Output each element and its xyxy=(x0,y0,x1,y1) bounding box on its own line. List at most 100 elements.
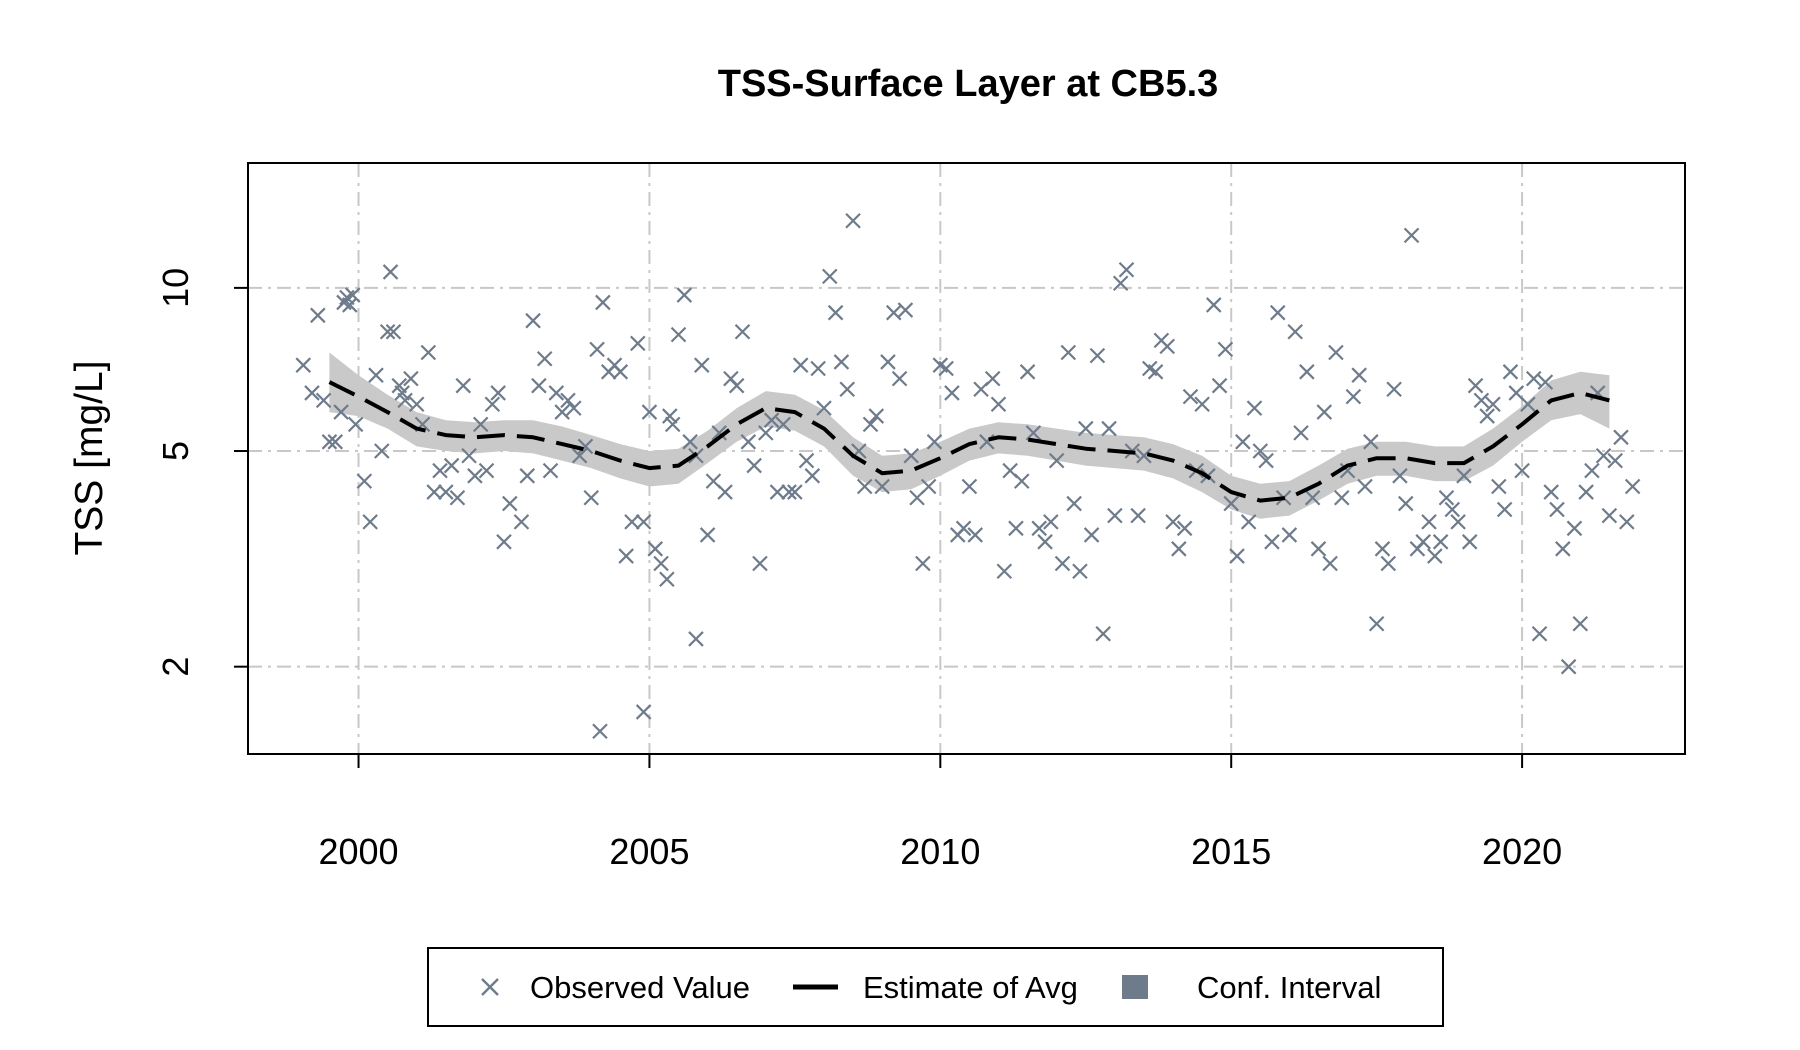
observed-point xyxy=(1450,514,1466,530)
observed-point xyxy=(1107,507,1123,524)
observed-point xyxy=(1595,447,1612,464)
observed-point xyxy=(897,302,914,318)
observed-point xyxy=(1514,462,1530,479)
observed-point xyxy=(728,377,745,394)
observed-point xyxy=(1555,541,1571,557)
observed-point xyxy=(752,555,768,572)
observed-point xyxy=(589,341,605,358)
legend-label-observed: Observed Value xyxy=(530,970,750,1005)
observed-point xyxy=(1089,347,1106,364)
observed-point xyxy=(1619,514,1635,530)
observed-point xyxy=(862,416,879,433)
observed-point xyxy=(990,396,1007,412)
observed-point xyxy=(996,563,1013,580)
observed-point xyxy=(1415,534,1431,550)
observed-point xyxy=(822,268,838,285)
observed-point xyxy=(1281,527,1298,543)
x-tick-label: 2020 xyxy=(1482,831,1562,872)
observed-point xyxy=(1549,501,1565,518)
observed-point xyxy=(944,385,960,401)
observed-point xyxy=(1269,304,1286,321)
y-tick-label: 2 xyxy=(155,657,196,677)
observed-point xyxy=(1566,520,1583,537)
observed-point xyxy=(664,416,681,433)
observed-point xyxy=(612,364,629,380)
observed-point xyxy=(496,534,512,550)
observed-point xyxy=(1473,392,1490,409)
observed-point xyxy=(903,447,920,464)
observed-point xyxy=(315,392,332,409)
observed-point xyxy=(1357,478,1373,495)
observed-point xyxy=(342,297,358,313)
observed-point xyxy=(868,408,885,424)
observed-point xyxy=(1584,462,1600,479)
observed-point xyxy=(1560,658,1577,675)
observed-point xyxy=(385,323,402,340)
observed-point xyxy=(1316,404,1333,420)
observed-point xyxy=(1403,227,1420,244)
observed-point xyxy=(1101,420,1117,437)
observed-point xyxy=(560,392,576,409)
observed-point xyxy=(443,457,460,474)
observed-point xyxy=(347,416,364,433)
observed-point xyxy=(455,377,472,394)
observed-point xyxy=(1531,625,1548,642)
y-tick-label: 10 xyxy=(155,268,196,308)
observed-point xyxy=(1607,452,1623,469)
observed-point xyxy=(1240,514,1257,530)
observed-point xyxy=(1229,548,1245,564)
y-axis-title: TSS [mg/L] xyxy=(68,360,111,555)
observed-point xyxy=(379,323,396,340)
observed-point xyxy=(449,489,466,506)
observed-point xyxy=(1025,425,1042,441)
observed-point xyxy=(1491,478,1507,495)
observed-point xyxy=(839,381,856,398)
observed-point xyxy=(717,484,733,500)
observed-point xyxy=(926,434,943,450)
observed-point xyxy=(670,326,687,343)
observed-point xyxy=(1083,527,1100,543)
observed-point xyxy=(327,434,344,450)
observed-point xyxy=(1293,425,1309,441)
observed-point xyxy=(1363,434,1379,450)
legend-item-conf-interval: Conf. Interval xyxy=(1122,970,1381,1005)
observed-point xyxy=(397,392,413,409)
observed-point xyxy=(688,631,704,647)
observed-point xyxy=(344,287,361,303)
observed-point xyxy=(880,354,896,370)
observed-point xyxy=(967,527,984,543)
observed-point xyxy=(1467,377,1484,394)
observed-point xyxy=(699,527,716,543)
observed-point xyxy=(641,404,658,420)
observed-point xyxy=(1235,434,1251,450)
observed-point xyxy=(781,484,797,500)
conf-interval-band xyxy=(329,352,1610,519)
observed-point xyxy=(647,541,664,557)
observed-point xyxy=(1613,429,1629,446)
observed-point xyxy=(1299,364,1315,380)
observed-point xyxy=(295,357,312,373)
observed-point xyxy=(1525,370,1542,387)
observed-point xyxy=(1427,548,1443,564)
observed-point xyxy=(662,408,678,424)
observed-point xyxy=(769,484,786,500)
observed-point xyxy=(566,400,582,416)
observed-point xyxy=(1066,495,1082,512)
observed-point xyxy=(472,416,489,433)
observed-point xyxy=(1601,507,1618,524)
observed-point xyxy=(810,360,826,377)
observed-point xyxy=(571,447,588,464)
observed-point xyxy=(1165,514,1181,530)
observed-point xyxy=(1496,501,1513,518)
observed-point xyxy=(1543,484,1559,500)
observed-point xyxy=(787,484,803,500)
observed-point xyxy=(845,212,861,229)
observed-point xyxy=(1060,344,1077,361)
observed-point xyxy=(676,287,693,303)
observed-point xyxy=(374,443,390,459)
observed-point xyxy=(1019,364,1036,380)
observed-point xyxy=(1287,323,1303,340)
observed-point xyxy=(1130,507,1146,524)
observed-point xyxy=(734,323,751,340)
legend-label-estimate: Estimate of Avg xyxy=(863,970,1078,1005)
